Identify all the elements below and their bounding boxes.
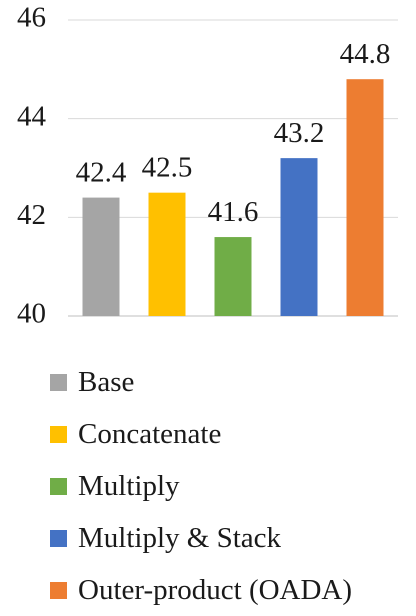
- data-label: 44.8: [340, 38, 391, 70]
- legend-label: Concatenate: [78, 417, 222, 450]
- legend-swatch: [50, 581, 67, 599]
- legend-item: Outer-product (OADA): [50, 564, 352, 616]
- bar: [346, 79, 384, 316]
- bar-chart: 40 42 44 46 42.4 42.5 41.6 43.2 44.8: [17, 2, 398, 330]
- bar: [214, 237, 252, 316]
- data-label: 41.6: [208, 196, 259, 228]
- legend-label: Base: [78, 365, 135, 398]
- bar: [82, 197, 120, 316]
- y-tick-label: 40: [17, 298, 46, 330]
- legend-item: Multiply & Stack: [50, 512, 352, 564]
- y-tick-label: 46: [17, 2, 46, 34]
- data-label: 42.4: [76, 157, 127, 189]
- legend-swatch: [50, 425, 67, 443]
- legend-item: Concatenate: [50, 408, 352, 460]
- bar: [280, 158, 318, 316]
- legend: Base Concatenate Multiply Multiply & Stack O…: [50, 356, 352, 616]
- legend-swatch: [50, 373, 67, 391]
- legend-label: Multiply: [78, 469, 180, 502]
- legend-label: Multiply & Stack: [78, 521, 281, 554]
- legend-item: Base: [50, 356, 352, 408]
- bar: [148, 192, 186, 316]
- legend-item: Multiply: [50, 460, 352, 512]
- y-tick-label: 44: [17, 100, 47, 132]
- y-tick-label: 42: [17, 199, 46, 231]
- data-label: 43.2: [274, 117, 325, 149]
- data-label: 42.5: [142, 152, 193, 184]
- legend-label: Outer-product (OADA): [78, 573, 353, 606]
- legend-swatch: [50, 529, 67, 547]
- legend-swatch: [50, 477, 67, 495]
